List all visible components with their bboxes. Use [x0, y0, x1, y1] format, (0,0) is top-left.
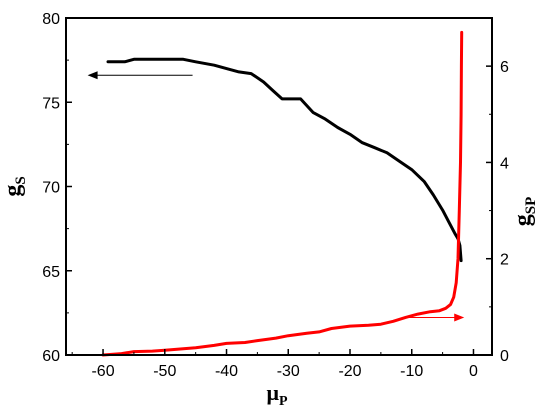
x-tick-label: 0 [469, 363, 478, 380]
x-tick-label: -40 [215, 363, 238, 380]
right-y-tick-label: 6 [500, 59, 509, 76]
right-y-tick-label: 2 [500, 252, 509, 269]
x-axis-title-main: μ [266, 380, 279, 405]
left-y-axis-title: gS [0, 176, 29, 196]
right-y-axis-ticks: 0 2 4 6 [486, 59, 509, 365]
x-tick-label: -50 [153, 363, 176, 380]
series-line-left-axis [106, 57, 463, 263]
left-y-tick-label: 65 [42, 264, 60, 281]
x-axis-title: μP [266, 380, 287, 409]
x-axis-title-sub: P [279, 394, 288, 409]
x-axis-ticks: -60 -50 -40 -30 -20 -10 0 [71, 349, 478, 380]
left-y-tick-label: 75 [42, 95, 60, 112]
axis-indicator-arrow-right [408, 313, 465, 322]
x-tick-label: -20 [338, 363, 361, 380]
arrow-head [454, 313, 465, 322]
series-layer [101, 30, 464, 357]
left-y-tick-label: 60 [42, 348, 60, 365]
left-y-axis-title-main: g [0, 185, 26, 197]
right-y-axis-title-main: g [510, 214, 536, 226]
right-y-axis-title-sub: SP [523, 197, 539, 215]
left-y-axis-title-sub: S [13, 176, 29, 184]
axis-indicator-arrow-left [87, 71, 193, 80]
left-y-axis-ticks: 60 65 70 75 80 [42, 11, 72, 365]
right-y-axis-title: gSP [510, 197, 539, 227]
left-y-tick-label: 80 [42, 11, 60, 28]
annotations [87, 71, 465, 322]
x-tick-label: -30 [277, 363, 300, 380]
left-y-tick-label: 70 [42, 180, 60, 197]
series-line-right-axis [101, 30, 464, 357]
right-y-tick-label: 0 [500, 348, 509, 365]
x-tick-label: -60 [91, 363, 114, 380]
right-y-tick-label: 4 [500, 155, 509, 172]
arrow-head [87, 71, 98, 80]
x-tick-label: -10 [400, 363, 423, 380]
